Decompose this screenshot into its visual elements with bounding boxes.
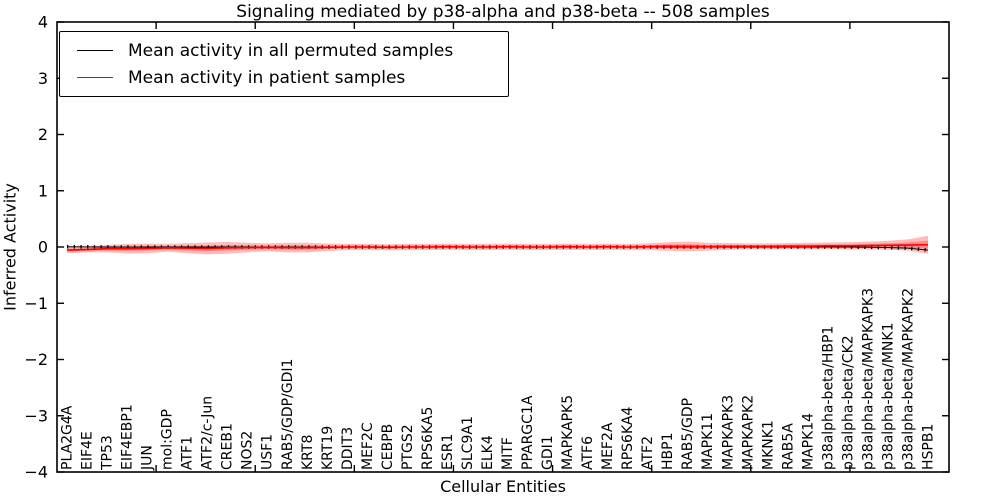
red-series-line: [66, 243, 929, 251]
x-tick-label: MITF: [500, 437, 516, 470]
y-tick-label: 1: [38, 181, 48, 200]
x-tick-label: JUN: [140, 445, 156, 471]
y-tick-label: 3: [38, 69, 48, 88]
x-tick-label: p38alpha-beta/MAPKAPK2: [900, 288, 916, 470]
y-tick-label: 4: [38, 13, 48, 32]
legend-line-patient: [77, 77, 113, 78]
x-tick-label: p38alpha-beta/HBP1: [820, 326, 836, 470]
x-tick-label: RPS6KA4: [620, 407, 636, 470]
x-tick-label: ELK4: [480, 435, 496, 470]
legend-item-permuted: Mean activity in all permuted samples: [77, 41, 500, 61]
legend-line-permuted: [77, 50, 113, 51]
x-tick-label: KRT8: [300, 435, 316, 470]
x-tick-label: NOS2: [240, 431, 256, 470]
x-tick-label: ATF1: [180, 436, 196, 470]
x-tick-label: ATF2: [640, 436, 656, 470]
legend-label-patient: Mean activity in patient samples: [128, 67, 406, 88]
x-tick-label: MEF2C: [360, 422, 376, 470]
x-tick-label: MKNK1: [760, 420, 776, 470]
x-tick-label: RPS6KA5: [420, 407, 436, 470]
x-tick-label: MAPK11: [700, 413, 716, 470]
x-tick-label: ESR1: [440, 434, 456, 470]
chart-title: Signaling mediated by p38-alpha and p38-…: [236, 2, 770, 22]
x-tick-label: EIF4EBP1: [120, 404, 136, 470]
x-tick-label: CEBPB: [380, 424, 396, 470]
y-axis-label: Inferred Activity: [0, 183, 20, 311]
x-tick-label: SLC9A1: [460, 416, 476, 470]
confidence-band-outer: [67, 235, 928, 255]
x-tick-label: USF1: [260, 434, 276, 470]
legend: Mean activity in all permuted samples Me…: [59, 31, 509, 97]
y-tick-label: 0: [38, 238, 48, 257]
legend-label-permuted: Mean activity in all permuted samples: [128, 40, 454, 61]
x-tick-label: MEF2A: [600, 422, 616, 470]
x-tick-label: PTGS2: [400, 424, 416, 470]
x-tick-label: KRT19: [320, 426, 336, 470]
x-tick-label: TP53: [100, 435, 116, 471]
x-tick-label: GDI1: [540, 435, 556, 470]
y-tick-label: −1: [24, 294, 48, 313]
legend-item-patient: Mean activity in patient samples: [77, 68, 500, 88]
y-tick-label: −4: [24, 463, 48, 482]
x-tick-label: HSPB1: [920, 424, 936, 470]
x-tick-label: ATF6: [580, 436, 596, 470]
x-tick-label: MAPKAPK2: [740, 395, 756, 470]
x-tick-label: HBP1: [660, 433, 676, 470]
x-tick-label: EIF4E: [80, 431, 96, 470]
x-tick-label: p38alpha-beta/MAPKAPK3: [860, 288, 876, 470]
x-tick-label: MAPKAPK3: [720, 395, 736, 470]
y-tick-label: −3: [24, 406, 48, 425]
x-tick-label: MAPK14: [800, 413, 816, 470]
x-tick-label: RAB5/GDP: [680, 398, 696, 470]
x-tick-label: mol:GDP: [160, 409, 176, 470]
x-tick-label: MAPKAPK5: [560, 395, 576, 470]
x-tick-label: p38alpha-beta/MNK1: [880, 323, 896, 471]
x-tick-label: RAB5A: [780, 423, 796, 470]
x-tick-label: p38alpha-beta/CK2: [840, 335, 856, 470]
x-tick-label: ATF2/c-Jun: [200, 396, 216, 470]
y-tick-label: −2: [24, 350, 48, 369]
x-tick-label: PLA2G4A: [60, 405, 76, 470]
x-tick-label: DDIT3: [340, 427, 356, 470]
x-tick-label: CREB1: [220, 423, 236, 470]
x-axis-label: Cellular Entities: [440, 477, 566, 496]
x-tick-label: RAB5/GDP/GDI1: [280, 359, 296, 470]
x-tick-label: PPARGC1A: [520, 395, 536, 470]
y-tick-label: 2: [38, 125, 48, 144]
